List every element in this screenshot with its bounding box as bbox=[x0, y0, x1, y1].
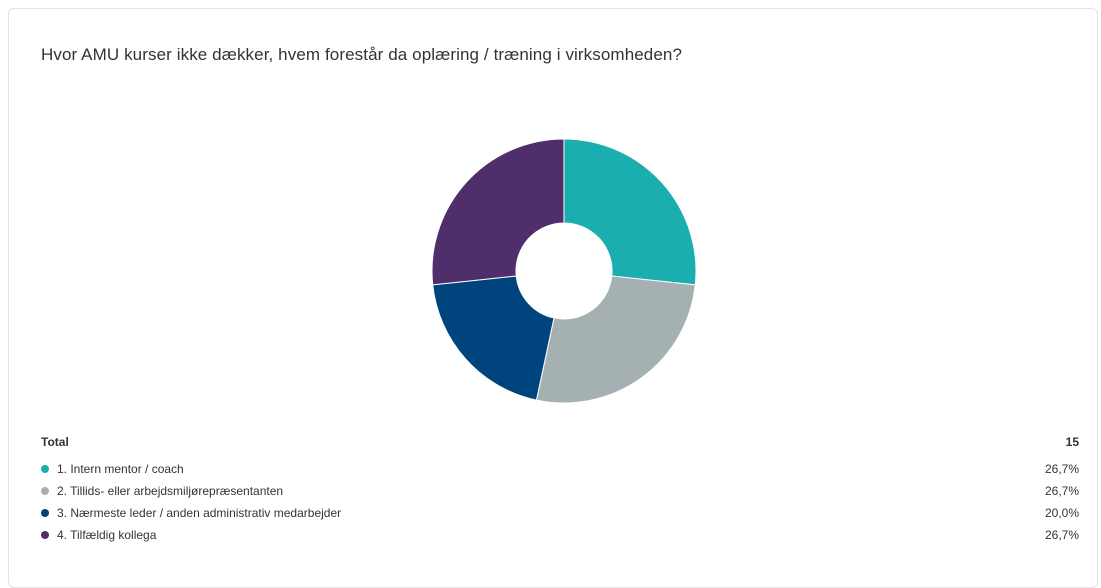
legend-label: 1. Intern mentor / coach bbox=[57, 462, 184, 476]
legend-rows: 1. Intern mentor / coach 26,7% 2. Tillids-… bbox=[41, 458, 1079, 546]
donut-slice-3[interactable] bbox=[432, 275, 555, 401]
chart-title: Hvor AMU kurser ikke dækker, hvem forest… bbox=[41, 45, 683, 64]
legend-item-left: 1. Intern mentor / coach bbox=[41, 462, 184, 476]
legend-label: 2. Tillids- eller arbejdsmiljørepræsenta… bbox=[57, 484, 284, 498]
legend-total-row: Total 15 bbox=[41, 435, 1079, 453]
legend-percent: 26,7% bbox=[1044, 528, 1079, 542]
legend-dot-icon bbox=[41, 531, 49, 539]
legend-percent: 20,0% bbox=[1044, 506, 1079, 520]
donut-slice-2[interactable] bbox=[535, 275, 696, 404]
legend-percent: 26,7% bbox=[1044, 462, 1079, 476]
legend-dot-icon bbox=[41, 509, 49, 517]
legend-item-left: 4. Tilfældig kollega bbox=[41, 528, 156, 542]
donut-chart bbox=[419, 129, 709, 414]
total-value: 15 bbox=[1065, 435, 1079, 449]
legend-item-left: 3. Nærmeste leder / anden administrativ … bbox=[41, 506, 341, 520]
legend-item[interactable]: 2. Tillids- eller arbejdsmiljørepræsenta… bbox=[41, 480, 1079, 502]
legend-item-left: 2. Tillids- eller arbejdsmiljørepræsenta… bbox=[41, 484, 283, 498]
legend-dot-icon bbox=[41, 487, 49, 495]
legend-item[interactable]: 1. Intern mentor / coach 26,7% bbox=[41, 458, 1079, 480]
donut-svg bbox=[431, 138, 697, 404]
legend-label: 3. Nærmeste leder / anden administrativ … bbox=[57, 506, 342, 520]
donut-slice-1[interactable] bbox=[563, 138, 697, 286]
legend-percent: 26,7% bbox=[1044, 484, 1079, 498]
donut-slice-4[interactable] bbox=[431, 138, 565, 286]
chart-card: Hvor AMU kurser ikke dækker, hvem forest… bbox=[8, 8, 1098, 588]
legend-item[interactable]: 4. Tilfældig kollega 26,7% bbox=[41, 524, 1079, 546]
legend-item[interactable]: 3. Nærmeste leder / anden administrativ … bbox=[41, 502, 1079, 524]
legend: Total 15 1. Intern mentor / coach 26,7% 2.… bbox=[41, 435, 1079, 546]
total-label: Total bbox=[41, 435, 69, 449]
legend-dot-icon bbox=[41, 465, 49, 473]
legend-label: 4. Tilfældig kollega bbox=[57, 528, 157, 542]
